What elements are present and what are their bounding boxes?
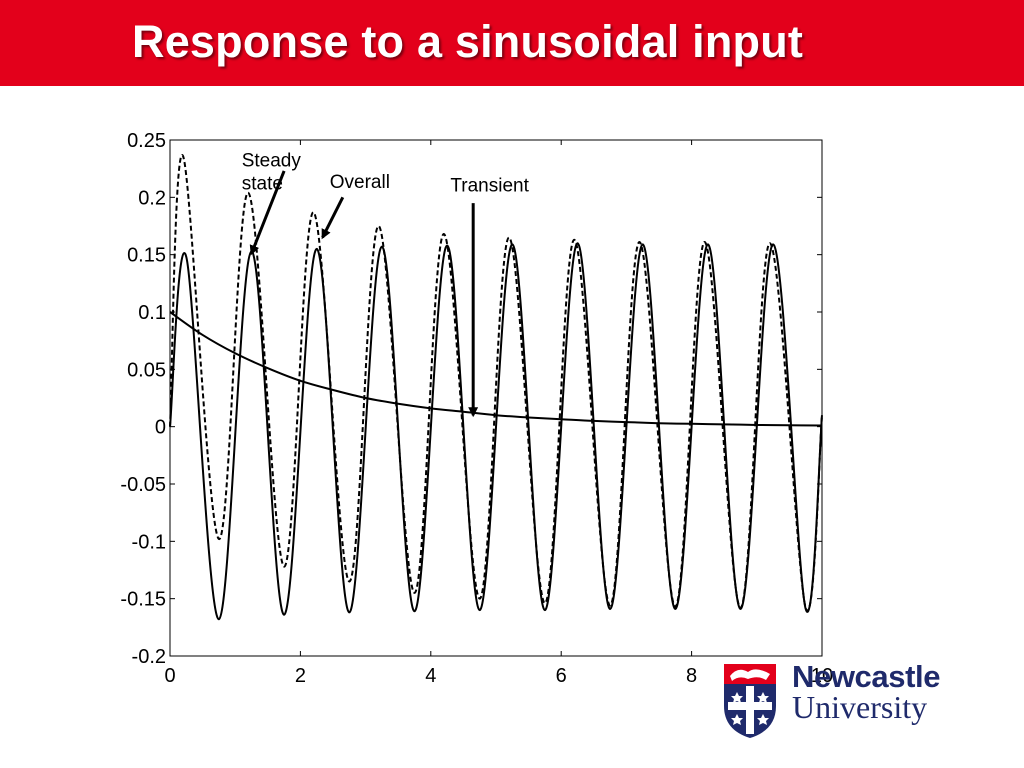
x-tick-label: 2 [295,665,306,687]
y-tick-label: -0.2 [132,646,166,668]
y-tick-label: 0.15 [127,245,166,267]
crest-icon [724,664,776,738]
annotation-label: state [242,173,283,194]
series-line-3 [169,311,823,427]
series-lines [169,154,823,621]
logo-line2: University [792,689,928,725]
slide-title: Response to a sinusoidal input [132,16,804,67]
y-tick-label: -0.1 [132,531,166,553]
y-tick-label: 0.2 [138,187,166,209]
y-tick-label: -0.15 [120,589,166,611]
title-bar: Response to a sinusoidal input [0,0,1024,86]
logo-line1: Newcastle [792,659,941,694]
y-tick-label: 0.05 [127,359,166,381]
y-tick-label: -0.05 [120,474,166,496]
axis-ticks: 0 2 4 6 8 10 -0.2 -0.15 -0.1 -0.05 0 0.05 0.1 0.15 0.2… [120,130,833,687]
series-line-1 [169,242,823,621]
y-tick-label: 0.1 [138,302,166,324]
annotation-arrow [249,170,286,256]
annotation-arrow [321,196,345,240]
newcastle-university-logo: Newcastle University [722,659,952,742]
x-tick-label: 10 [811,665,833,687]
x-tick-label: 0 [164,665,175,687]
x-tick-label: 4 [425,665,436,687]
annotation-label: Transient [450,176,529,197]
x-tick-label: 6 [556,665,567,687]
annotation-label: Overall [330,172,390,193]
series-line-2 [169,154,823,612]
annotation-label: Steady [242,150,302,171]
y-tick-label: 0.25 [127,130,166,152]
x-tick-label: 8 [686,665,697,687]
y-tick-label: 0 [155,417,166,439]
